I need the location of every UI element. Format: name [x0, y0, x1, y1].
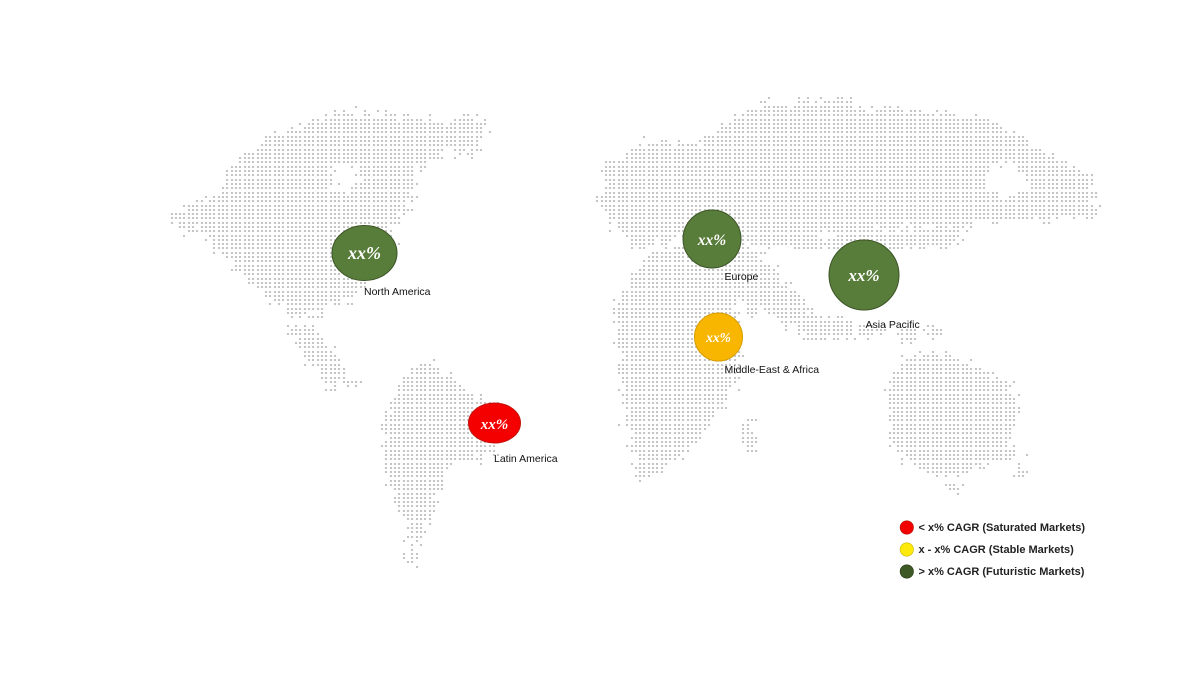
svg-text:xx%: xx% [347, 243, 381, 263]
svg-text:< x% CAGR (Saturated Markets): < x% CAGR (Saturated Markets) [919, 522, 1086, 534]
svg-text:> x% CAGR (Futuristic Markets): > x% CAGR (Futuristic Markets) [919, 566, 1085, 578]
svg-text:xx%: xx% [847, 266, 879, 285]
svg-text:xx%: xx% [480, 417, 509, 433]
svg-text:xx%: xx% [697, 232, 727, 249]
svg-text:x - x% CAGR (Stable Markets): x - x% CAGR (Stable Markets) [919, 544, 1075, 556]
svg-text:xx%: xx% [705, 330, 731, 345]
